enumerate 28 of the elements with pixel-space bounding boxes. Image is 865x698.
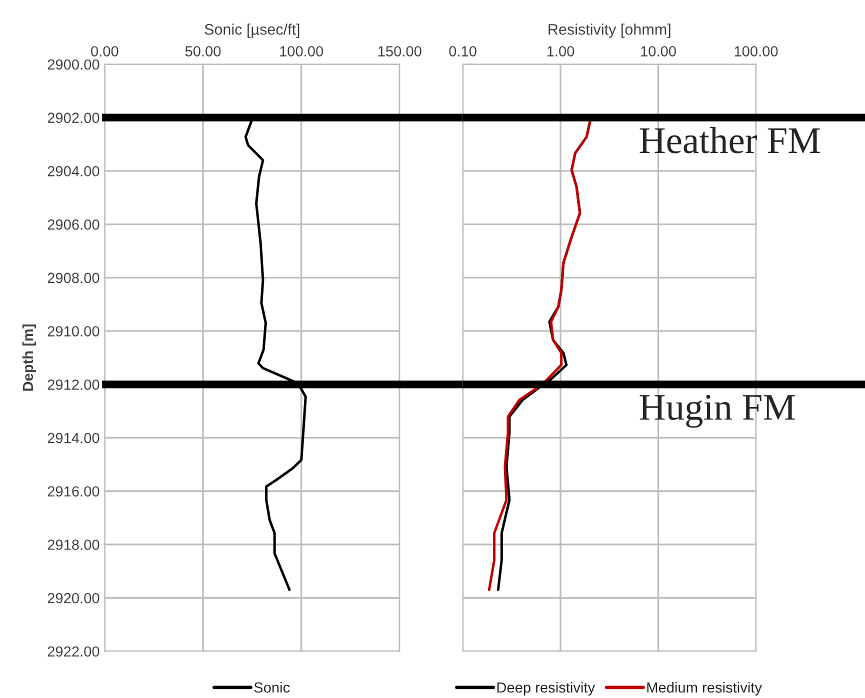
- y-tick-label: 2910.00: [48, 326, 100, 336]
- x-tick-label: 50.00: [185, 46, 221, 56]
- x-axis-title: Sonic [µsec/ft]: [204, 24, 300, 38]
- y-tick-label: 2906.00: [48, 219, 100, 230]
- y-tick-label: 2904.00: [48, 166, 100, 176]
- y-tick-label: 2918.00: [48, 540, 100, 550]
- legend-label: Deep resistivity: [497, 682, 596, 696]
- y-tick-label: 2912.00: [48, 380, 100, 390]
- x-tick-label: 0.00: [91, 46, 118, 56]
- y-tick-label: 2922.00: [48, 646, 100, 657]
- legend-label: Medium resistivity: [647, 682, 762, 696]
- x-tick-label: 10.00: [641, 46, 676, 56]
- x-tick-label: 0.10: [449, 46, 476, 56]
- y-axis-title: Depth [m]: [22, 324, 36, 391]
- y-tick-label: 2900.00: [48, 59, 100, 70]
- ref-line-label: Heather FM: [640, 126, 820, 154]
- y-tick-label: 2916.00: [48, 486, 100, 497]
- legend-label: Sonic: [254, 682, 290, 693]
- x-axis-title: Resistivity [ohmm]: [548, 24, 670, 38]
- x-tick-label: 1.00: [547, 46, 574, 56]
- y-tick-label: 2914.00: [48, 432, 100, 444]
- y-tick-label: 2908.00: [48, 272, 100, 284]
- y-tick-label: 2920.00: [48, 592, 100, 604]
- ref-line-label: Hugin FM: [640, 394, 795, 428]
- x-tick-label: 150.00: [378, 46, 422, 56]
- x-tick-label: 100.00: [280, 46, 324, 56]
- x-tick-label: 100.00: [734, 46, 778, 56]
- y-tick-label: 2902.00: [48, 112, 100, 124]
